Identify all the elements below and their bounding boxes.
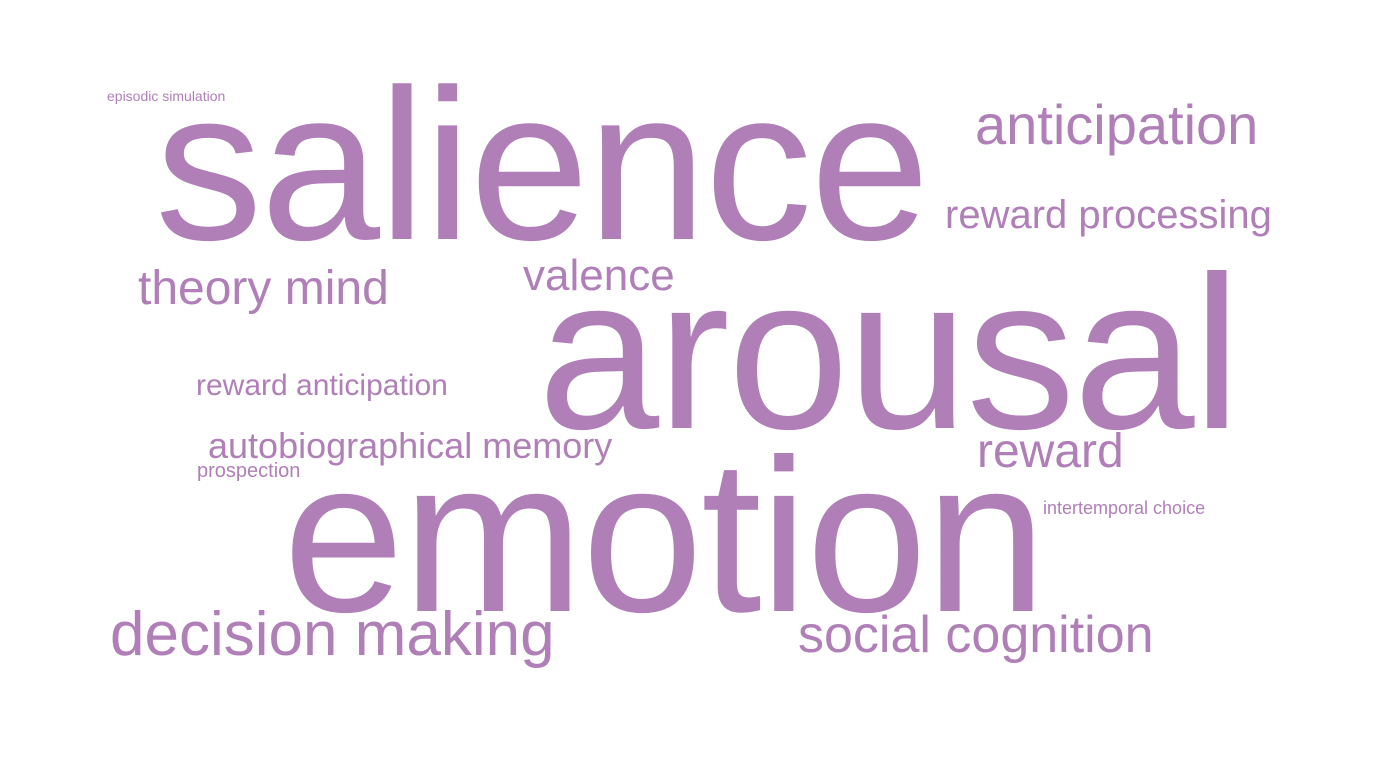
word-intertemporal-choice: intertemporal choice — [1043, 498, 1206, 518]
word-anticipation: anticipation — [975, 93, 1259, 156]
word-emotion: emotion — [283, 415, 1047, 658]
word-arousal: arousal — [538, 232, 1241, 475]
word-autobiographical-memory: autobiographical memory — [208, 425, 613, 466]
word-decision-making: decision making — [110, 600, 555, 669]
word-valence: valence — [523, 251, 675, 300]
word-reward-processing: reward processing — [945, 193, 1272, 237]
word-theory-mind: theory mind — [138, 262, 389, 315]
word-prospection: prospection — [197, 460, 301, 482]
word-reward-anticipation: reward anticipation — [196, 369, 448, 402]
word-episodic-simulation: episodic simulation — [107, 88, 226, 104]
word-salience: salience — [155, 44, 930, 285]
word-reward: reward — [977, 425, 1124, 478]
word-social-cognition: social cognition — [798, 606, 1154, 664]
